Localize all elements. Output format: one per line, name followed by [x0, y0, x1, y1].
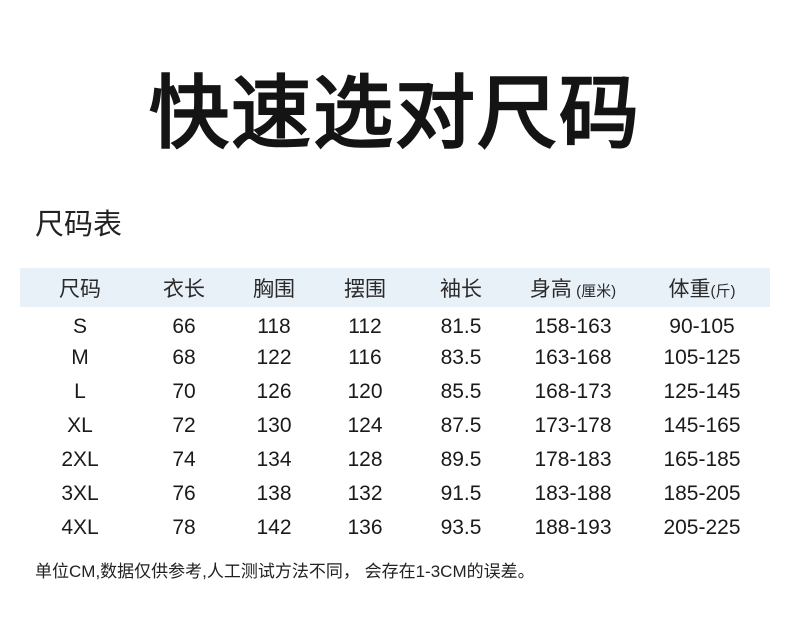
- measurement-cell: 126: [256, 380, 292, 403]
- measurement-cell: 91.5: [440, 482, 482, 505]
- page-title: 快速选对尺码: [149, 69, 641, 158]
- size-label-cell: M: [71, 346, 89, 369]
- col-header-hem: 摆围: [320, 268, 410, 307]
- measurement-cell: 145-165: [663, 414, 741, 437]
- measurement-cell: 173-178: [534, 414, 612, 437]
- section-title: 尺码表: [35, 209, 123, 241]
- disclaimer-note: 单位CM,数据仅供参考,人工测试方法不同， 会存在1-3CM的误差。: [35, 562, 535, 581]
- measurement-cell: 134: [256, 448, 292, 471]
- size-label-cell: XL: [67, 414, 93, 437]
- measurement-cell: 89.5: [440, 448, 482, 471]
- size-label-cell: 2XL: [61, 448, 99, 471]
- size-table: 尺码 衣长 胸围 摆围 袖长 身高 (厘米) 体重(斤) S 66 118 112 81…: [20, 268, 770, 545]
- measurement-cell: 112: [348, 315, 382, 338]
- table-row: 4XL 78 142 136 93.5 188-193 205-225: [20, 511, 770, 545]
- size-label-cell: 3XL: [61, 482, 99, 505]
- size-table-container: 尺码 衣长 胸围 摆围 袖长 身高 (厘米) 体重(斤) S 66 118 112 81…: [20, 268, 770, 545]
- measurement-cell: 68: [172, 346, 196, 369]
- measurement-cell: 70: [172, 380, 196, 403]
- col-header-height: 身高 (厘米): [512, 268, 634, 307]
- measurement-cell: 128: [347, 448, 383, 471]
- measurement-cell: 116: [348, 346, 382, 369]
- measurement-cell: 118: [257, 315, 291, 338]
- measurement-cell: 163-168: [534, 346, 612, 369]
- measurement-cell: 93.5: [440, 516, 482, 539]
- measurement-cell: 183-188: [534, 482, 612, 505]
- size-table-body: S 66 118 112 81.5 158-163 90-105 M 68 122 116 83.5 1…: [20, 307, 770, 545]
- col-header-unit: (斤): [710, 282, 736, 300]
- size-label-cell: L: [74, 380, 86, 403]
- table-row: L 70 126 120 85.5 168-173 125-145: [20, 375, 770, 409]
- table-row: S 66 118 112 81.5 158-163 90-105: [20, 307, 770, 341]
- measurement-cell: 122: [256, 346, 292, 369]
- measurement-cell: 178-183: [534, 448, 612, 471]
- measurement-cell: 125-145: [663, 380, 741, 403]
- measurement-cell: 74: [172, 448, 196, 471]
- col-header-sleeve-length: 袖长: [410, 268, 512, 307]
- measurement-cell: 136: [347, 516, 383, 539]
- size-label-cell: S: [72, 315, 87, 338]
- table-row: M 68 122 116 83.5 163-168 105-125: [20, 341, 770, 375]
- col-header-garment-length: 衣长: [140, 268, 228, 307]
- col-header-label: 身高: [529, 277, 572, 301]
- col-header-size: 尺码: [20, 268, 140, 307]
- measurement-cell: 130: [256, 414, 292, 437]
- measurement-cell: 132: [347, 482, 383, 505]
- header-row: 尺码 衣长 胸围 摆围 袖长 身高 (厘米) 体重(斤): [20, 268, 770, 307]
- measurement-cell: 83.5: [440, 346, 482, 369]
- measurement-cell: 138: [256, 482, 292, 505]
- measurement-cell: 66: [172, 315, 196, 338]
- measurement-cell: 78: [172, 516, 196, 539]
- measurement-cell: 85.5: [440, 380, 482, 403]
- measurement-cell: 185-205: [663, 482, 741, 505]
- size-label-cell: 4XL: [61, 516, 99, 539]
- measurement-cell: 165-185: [663, 448, 741, 471]
- col-header-unit: (厘米): [571, 282, 617, 300]
- table-row: 3XL 76 138 132 91.5 183-188 185-205: [20, 477, 770, 511]
- measurement-cell: 105-125: [663, 346, 741, 369]
- col-header-label: 胸围: [253, 277, 295, 301]
- col-header-chest: 胸围: [228, 268, 320, 307]
- measurement-cell: 124: [347, 414, 383, 437]
- col-header-weight: 体重(斤): [634, 268, 770, 307]
- col-header-label: 衣长: [163, 277, 205, 301]
- measurement-cell: 205-225: [663, 516, 741, 539]
- measurement-cell: 81.5: [440, 315, 482, 338]
- measurement-cell: 120: [347, 380, 383, 403]
- measurement-cell: 90-105: [669, 315, 735, 338]
- measurement-cell: 72: [172, 414, 196, 437]
- col-header-label: 体重: [668, 277, 711, 301]
- table-row: XL 72 130 124 87.5 173-178 145-165: [20, 409, 770, 443]
- col-header-label: 尺码: [59, 277, 101, 301]
- measurement-cell: 188-193: [534, 516, 612, 539]
- measurement-cell: 168-173: [534, 380, 612, 403]
- measurement-cell: 158-163: [534, 315, 612, 338]
- col-header-label: 摆围: [344, 277, 386, 301]
- measurement-cell: 76: [172, 482, 196, 505]
- measurement-cell: 142: [256, 516, 292, 539]
- col-header-label: 袖长: [440, 277, 482, 301]
- size-table-header: 尺码 衣长 胸围 摆围 袖长 身高 (厘米) 体重(斤): [20, 268, 770, 307]
- table-row: 2XL 74 134 128 89.5 178-183 165-185: [20, 443, 770, 477]
- measurement-cell: 87.5: [440, 414, 482, 437]
